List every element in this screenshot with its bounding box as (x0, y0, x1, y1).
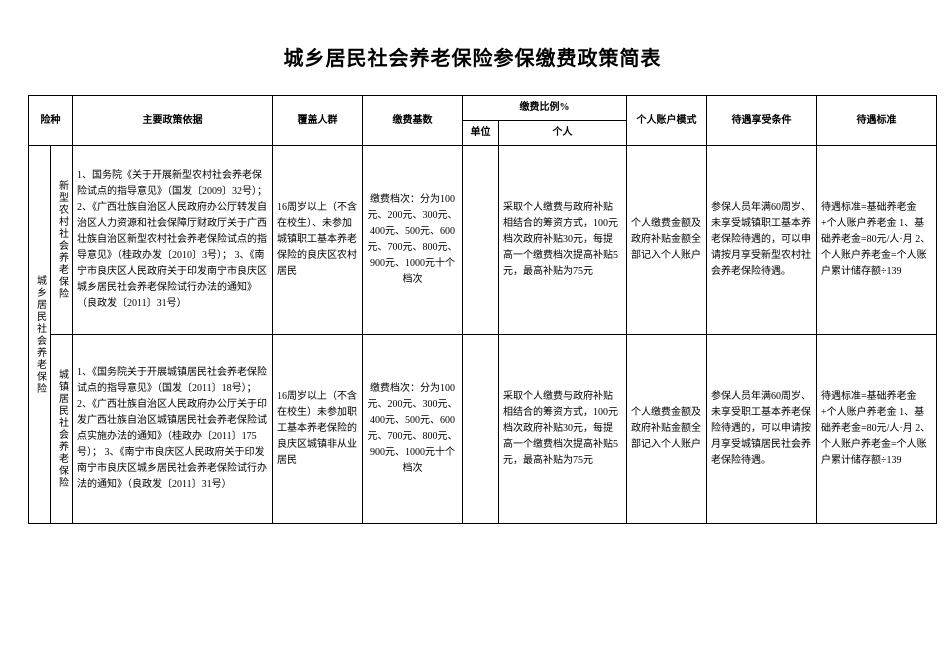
cell-ratio-unit (463, 335, 499, 524)
header-account: 个人账户模式 (627, 96, 707, 146)
page: 城乡居民社会养老保险参保缴费政策简表 险种 主要政策依据 覆盖人群 缴费基数 缴… (0, 0, 945, 669)
cell-standard: 待遇标准=基础养老金+个人账户养老金 1、基础养老金=80元/人·月 2、个人账… (817, 146, 937, 335)
cell-ratio-unit (463, 146, 499, 335)
header-condition: 待遇享受条件 (707, 96, 817, 146)
cell-subtype: 新型农村社会养老保险 (51, 146, 73, 335)
cell-account: 个人缴费金额及政府补贴金额全部记入个人账户 (627, 146, 707, 335)
cell-basis: 1、国务院《关于开展新型农村社会养老保险试点的指导意见》（国发〔2009〕32号… (73, 146, 273, 335)
header-type: 险种 (29, 96, 73, 146)
header-standard: 待遇标准 (817, 96, 937, 146)
cell-base: 缴费档次：分为100元、200元、300元、400元、500元、600元、700… (363, 335, 463, 524)
cell-subtype: 城镇居民社会养老保险 (51, 335, 73, 524)
header-ratio-indiv: 个人 (499, 121, 627, 146)
table-row: 城镇居民社会养老保险 1、《国务院关于开展城镇居民社会养老保险试点的指导意见》（… (29, 335, 937, 524)
cell-basis: 1、《国务院关于开展城镇居民社会养老保险试点的指导意见》（国发〔2011〕18号… (73, 335, 273, 524)
header-ratio-group: 缴费比例% (463, 96, 627, 121)
header-ratio-unit: 单位 (463, 121, 499, 146)
cell-category: 城乡居民社会养老保险 (29, 146, 51, 524)
header-base: 缴费基数 (363, 96, 463, 146)
cell-account: 个人缴费金额及政府补贴金额全部记入个人账户 (627, 335, 707, 524)
cell-base: 缴费档次：分为100元、200元、300元、400元、500元、600元、700… (363, 146, 463, 335)
cell-coverage: 16周岁以上（不含在校生）、未参加城镇职工基本养老保险的良庆区农村居民 (273, 146, 363, 335)
header-basis: 主要政策依据 (73, 96, 273, 146)
table-row: 城乡居民社会养老保险 新型农村社会养老保险 1、国务院《关于开展新型农村社会养老… (29, 146, 937, 335)
cell-condition: 参保人员年满60周岁、未享受城镇职工基本养老保险待遇的，可以申请按月享受新型农村… (707, 146, 817, 335)
page-title: 城乡居民社会养老保险参保缴费政策简表 (28, 42, 917, 71)
policy-table: 险种 主要政策依据 覆盖人群 缴费基数 缴费比例% 个人账户模式 待遇享受条件 … (28, 95, 937, 524)
cell-standard: 待遇标准=基础养老金+个人账户养老金 1、基础养老金=80元/人·月 2、个人账… (817, 335, 937, 524)
cell-condition: 参保人员年满60周岁、未享受职工基本养老保险待遇的，可以申请按月享受城镇居民社会… (707, 335, 817, 524)
cell-coverage: 16周岁以上（不含在校生）未参加职工基本养老保险的良庆区城镇非从业居民 (273, 335, 363, 524)
header-coverage: 覆盖人群 (273, 96, 363, 146)
cell-ratio-indiv: 采取个人缴费与政府补贴相结合的筹资方式，100元档次政府补贴30元，每提高一个缴… (499, 146, 627, 335)
table-header-row: 险种 主要政策依据 覆盖人群 缴费基数 缴费比例% 个人账户模式 待遇享受条件 … (29, 96, 937, 121)
cell-ratio-indiv: 采取个人缴费与政府补贴相结合的筹资方式，100元档次政府补贴30元，每提高一个缴… (499, 335, 627, 524)
